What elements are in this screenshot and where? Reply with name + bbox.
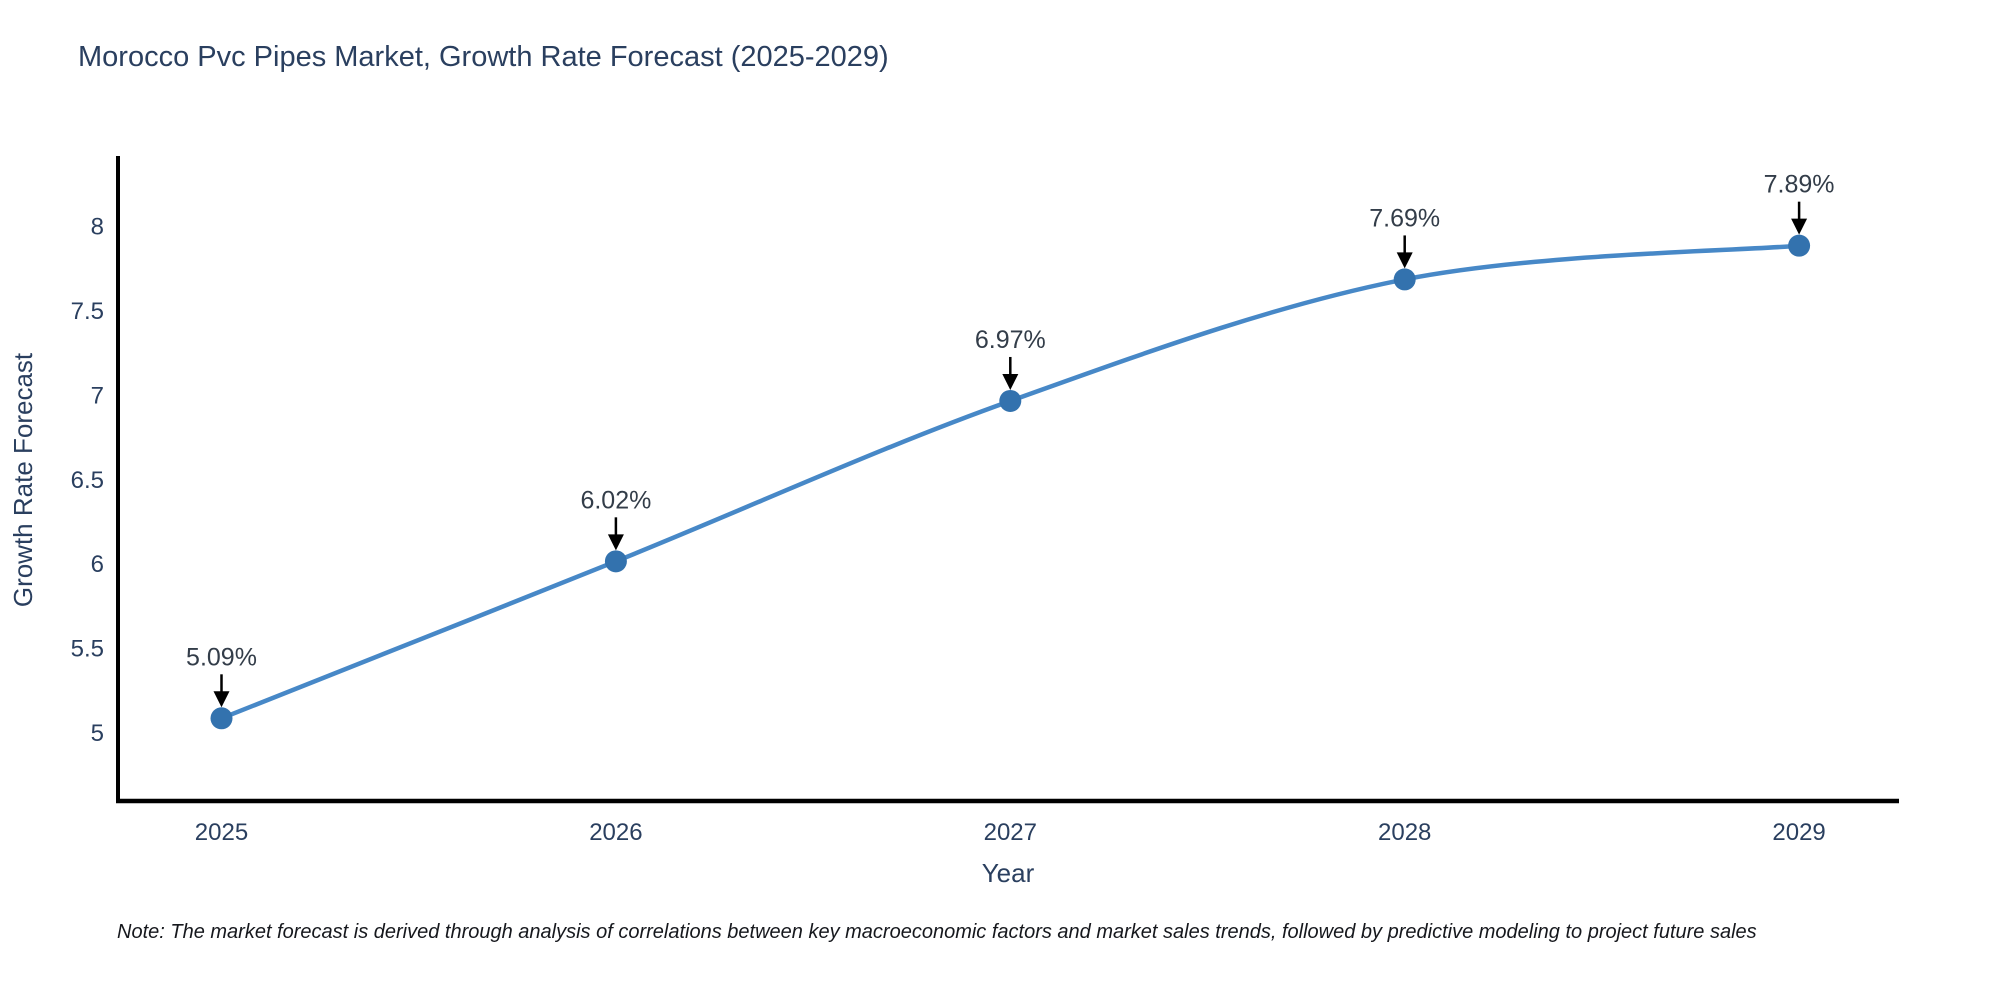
annotation-arrowhead bbox=[607, 534, 624, 551]
y-tick-label: 7.5 bbox=[71, 298, 104, 325]
y-tick-labels: 5 5.5 6 6.5 7 7.5 8 bbox=[71, 214, 104, 747]
y-axis-title: Growth Rate Forecast bbox=[8, 352, 38, 607]
data-point-marker bbox=[1788, 234, 1811, 257]
x-axis-title: Year bbox=[982, 858, 1035, 888]
annotation-label: 7.89% bbox=[1764, 171, 1835, 199]
data-point-marker bbox=[999, 389, 1022, 412]
y-tick-label: 8 bbox=[91, 214, 104, 241]
series-line bbox=[219, 243, 1802, 721]
data-point-marker bbox=[604, 550, 627, 573]
y-tick-label: 5.5 bbox=[71, 636, 104, 663]
x-tick-label: 2028 bbox=[1378, 819, 1431, 846]
annotation-arrowhead bbox=[1002, 373, 1019, 390]
data-point-markers bbox=[210, 234, 1811, 730]
x-tick-label: 2029 bbox=[1772, 819, 1825, 846]
annotation-arrowhead bbox=[1396, 252, 1413, 269]
x-tick-label: 2026 bbox=[589, 819, 642, 846]
x-tick-labels: 2025 2026 2027 2028 2029 bbox=[195, 819, 1826, 846]
footnote: Note: The market forecast is derived thr… bbox=[117, 921, 1757, 943]
y-tick-label: 7 bbox=[91, 382, 104, 409]
x-tick-label: 2027 bbox=[984, 819, 1037, 846]
annotation-label: 6.02% bbox=[580, 486, 651, 514]
annotation-label: 6.97% bbox=[975, 326, 1046, 354]
y-tick-label: 6.5 bbox=[71, 467, 104, 494]
annotation-label: 5.09% bbox=[186, 643, 257, 671]
annotation-label: 7.69% bbox=[1369, 204, 1440, 232]
annotation-arrowhead bbox=[1791, 218, 1808, 235]
annotation-arrowhead bbox=[213, 691, 230, 708]
data-point-marker bbox=[1393, 268, 1416, 291]
data-point-marker bbox=[210, 707, 233, 730]
chart-title: Morocco Pvc Pipes Market, Growth Rate Fo… bbox=[78, 41, 889, 73]
data-point-annotations: 5.09% 6.02% 6.97% 7.69% 7.89% bbox=[186, 171, 1835, 708]
y-tick-label: 5 bbox=[91, 720, 104, 747]
x-tick-label: 2025 bbox=[195, 819, 248, 846]
y-tick-label: 6 bbox=[91, 551, 104, 578]
